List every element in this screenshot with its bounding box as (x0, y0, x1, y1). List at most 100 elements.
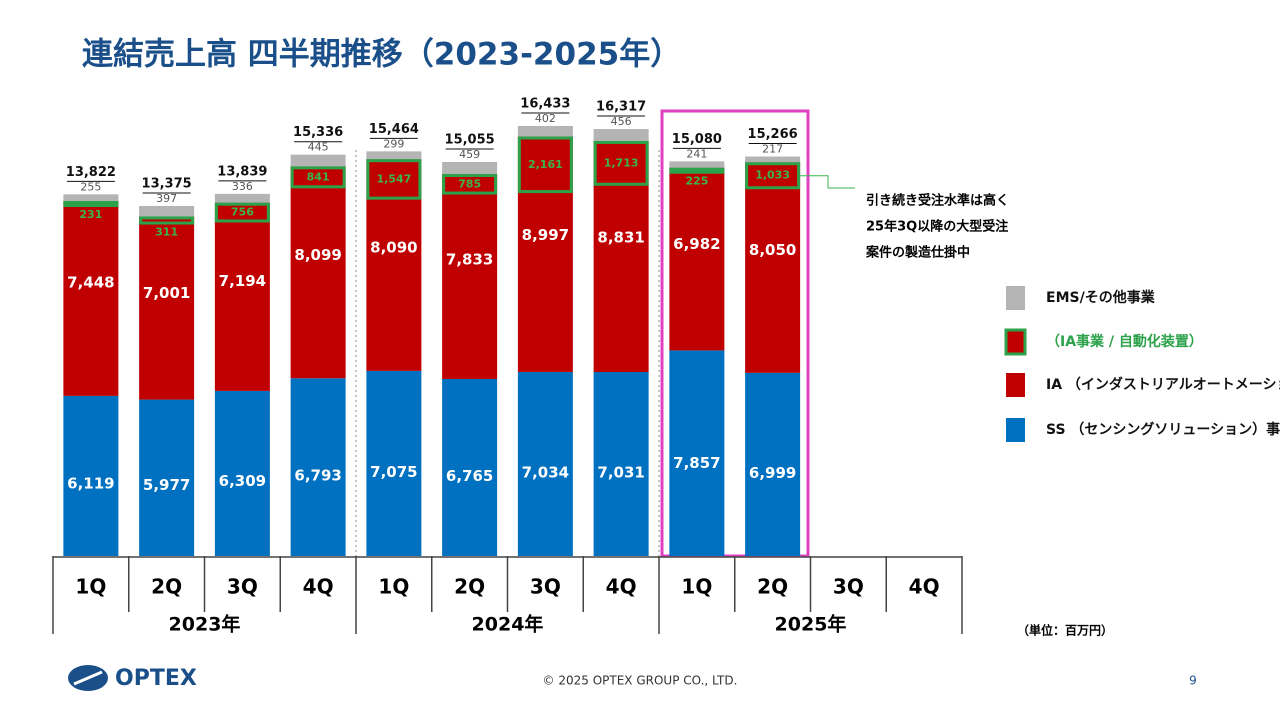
automation-label: 1,033 (755, 169, 790, 182)
automation-label: 311 (155, 226, 178, 239)
value-label: 7,001 (143, 284, 190, 302)
automation-label: 225 (685, 175, 708, 188)
copyright: © 2025 OPTEX GROUP CO., LTD. (543, 674, 738, 688)
x-tick-label: 4Q (303, 575, 334, 599)
value-label: 6,119 (67, 474, 114, 492)
value-label: 8,997 (522, 226, 569, 244)
year-label: 2025年 (775, 613, 847, 636)
automation-label: 2,161 (528, 158, 563, 171)
value-label: 6,982 (673, 235, 720, 253)
bar-segment (214, 193, 270, 203)
legend-label: SS （センシングソリューション）事業 (1046, 421, 1280, 438)
annotation-text: 案件の製造仕掛中 (865, 245, 970, 261)
ems-label: 445 (308, 141, 329, 154)
x-tick-label: 3Q (227, 575, 258, 599)
logo-text: OPTEX (115, 666, 197, 691)
value-label: 6,765 (446, 467, 493, 485)
automation-box (593, 140, 649, 186)
legend-label: IA （インダストリアルオートメーション）事業 (1046, 376, 1280, 393)
bar-segment (442, 378, 498, 556)
automation-box (366, 159, 422, 200)
annotation-connector (800, 175, 855, 189)
bar-segment (517, 136, 573, 372)
bar-segment (290, 154, 346, 167)
logo: OPTEX (68, 665, 197, 691)
page-number: 9 (1189, 674, 1197, 688)
ems-label: 299 (383, 137, 404, 150)
bar-segment (366, 151, 422, 160)
automation-label: 841 (307, 170, 330, 183)
ems-label: 459 (459, 148, 480, 161)
value-label: 8,099 (294, 246, 341, 264)
bar-segment (593, 129, 649, 141)
ems-label: 241 (686, 147, 707, 160)
total-label: 15,336 (293, 125, 343, 140)
bar-segment (63, 200, 119, 396)
bar-segment (517, 371, 573, 556)
value-label: 7,031 (597, 464, 644, 482)
x-tick-label: 3Q (530, 575, 561, 599)
x-tick-label: 2Q (757, 575, 788, 599)
value-label: 8,050 (749, 241, 796, 259)
logo-stroke (73, 670, 103, 686)
bar-segment (745, 156, 801, 163)
bar-segment (290, 166, 346, 379)
bar-segment (366, 370, 422, 556)
total-label: 16,317 (596, 100, 646, 115)
bar-segment (669, 350, 725, 556)
bar-segment (214, 390, 270, 556)
automation-box (214, 202, 270, 223)
bar-segment (669, 161, 725, 168)
bar-segment (139, 216, 195, 400)
bar-segment (139, 399, 195, 556)
x-tick-label: 4Q (606, 575, 637, 599)
ems-label: 402 (535, 112, 556, 125)
total-label: 16,433 (520, 97, 570, 112)
bar-segment (442, 162, 498, 175)
x-tick-label: 1Q (681, 575, 712, 599)
bar-segment (214, 202, 270, 391)
ems-label: 255 (80, 180, 101, 193)
automation-box (669, 167, 725, 174)
x-tick-label: 4Q (909, 575, 940, 599)
ems-label: 456 (611, 115, 632, 128)
legend-label: （IA事業 / 自動化装置） (1046, 333, 1203, 350)
bar-segment (442, 174, 498, 379)
bar-segment (517, 126, 573, 137)
legend-swatch (1004, 328, 1027, 356)
bar-segment (290, 378, 346, 556)
value-label: 8,090 (370, 239, 417, 257)
x-tick-label: 3Q (833, 575, 864, 599)
value-label: 6,309 (219, 472, 266, 490)
chart-title: 連結売上高 四半期推移（2023-2025年） (82, 37, 681, 73)
value-label: 7,833 (446, 251, 493, 269)
value-label: 7,075 (370, 463, 417, 481)
automation-label: 756 (231, 206, 254, 219)
automation-label: 1,713 (604, 156, 639, 169)
ems-label: 336 (232, 180, 253, 193)
ems-label: 397 (156, 192, 177, 205)
bar-segment (669, 167, 725, 351)
bar-segment (593, 140, 649, 373)
value-label: 7,194 (219, 272, 266, 290)
automation-box (63, 200, 119, 208)
ems-label: 217 (762, 143, 783, 156)
value-label: 8,831 (597, 228, 644, 246)
x-tick-label: 1Q (75, 575, 106, 599)
legend-label: EMS/その他事業 (1046, 289, 1156, 306)
total-label: 13,839 (217, 164, 267, 179)
bar-segment (593, 372, 649, 556)
automation-box (442, 174, 498, 195)
bar-segment (63, 395, 119, 556)
automation-label: 785 (458, 177, 481, 190)
total-label: 13,375 (142, 177, 192, 192)
value-label: 7,448 (67, 273, 114, 291)
value-label: 7,857 (673, 454, 720, 472)
automation-box (290, 166, 346, 189)
bar-segment (63, 194, 119, 201)
x-tick-label: 1Q (378, 575, 409, 599)
legend-swatch (1006, 286, 1025, 310)
x-tick-label: 2Q (454, 575, 485, 599)
total-label: 15,055 (445, 133, 495, 148)
